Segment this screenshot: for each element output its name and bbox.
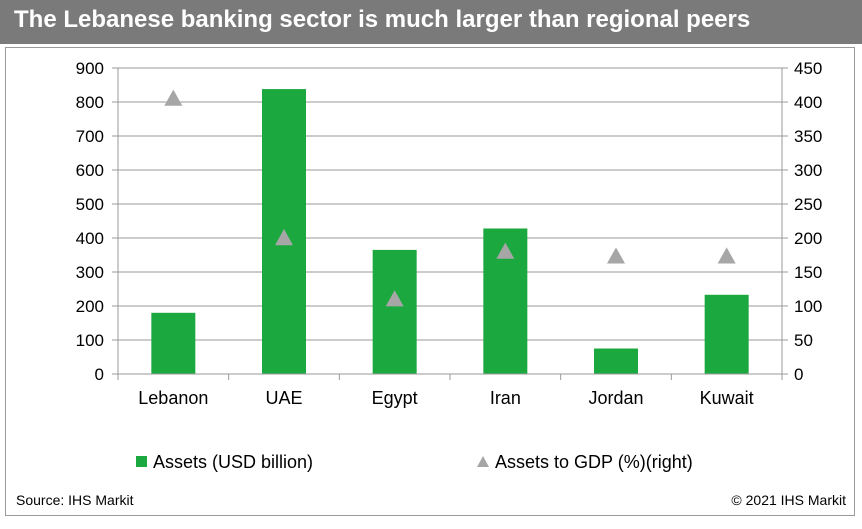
ratio-marker	[496, 242, 515, 259]
y-tick-label-left: 800	[76, 93, 104, 112]
y-tick-label-right: 50	[794, 331, 813, 350]
y-tick-label-left: 0	[95, 365, 104, 384]
chart-title: The Lebanese banking sector is much larg…	[14, 6, 751, 33]
y-tick-label-right: 400	[794, 93, 822, 112]
ratio-marker	[275, 229, 293, 246]
legend-label-ratio: Assets to GDP (%)(right)	[495, 452, 693, 472]
y-tick-label-left: 200	[76, 297, 104, 316]
y-tick-label-left: 100	[76, 331, 104, 350]
x-tick-label: Jordan	[588, 388, 643, 408]
y-tick-label-left: 300	[76, 263, 104, 282]
x-tick-label: Lebanon	[138, 388, 208, 408]
ratio-marker	[607, 247, 625, 264]
x-tick-label: Egypt	[372, 388, 418, 408]
y-tick-label-right: 300	[794, 161, 822, 180]
y-tick-label-left: 900	[76, 59, 104, 78]
chart-frame	[5, 47, 855, 516]
x-tick-label: UAE	[265, 388, 302, 408]
ratio-marker	[385, 290, 404, 307]
copyright-note: © 2021 IHS Markit	[731, 492, 846, 508]
bar	[704, 294, 749, 374]
ratio-marker	[164, 89, 183, 106]
bar	[372, 249, 417, 374]
legend-swatch-bar	[136, 456, 147, 467]
y-tick-label-right: 200	[794, 229, 822, 248]
y-tick-label-left: 500	[76, 195, 104, 214]
y-tick-label-right: 250	[794, 195, 822, 214]
legend-label-assets: Assets (USD billion)	[153, 452, 314, 472]
x-tick-label: Kuwait	[700, 388, 754, 408]
y-tick-label-left: 400	[76, 229, 104, 248]
source-note: Source: IHS Markit	[16, 492, 134, 508]
y-tick-label-right: 350	[794, 127, 822, 146]
legend-item-assets: Assets (USD billion)	[136, 452, 313, 473]
y-tick-label-right: 0	[794, 365, 803, 384]
y-tick-label-left: 700	[76, 127, 104, 146]
title-bar: The Lebanese banking sector is much larg…	[0, 0, 862, 44]
y-tick-label-right: 450	[794, 59, 822, 78]
ratio-marker	[717, 247, 736, 264]
y-tick-label-right: 150	[794, 263, 822, 282]
y-tick-label-right: 100	[794, 297, 822, 316]
y-tick-label-left: 600	[76, 161, 104, 180]
legend-item-ratio: Assets to GDP (%)(right)	[477, 452, 693, 473]
x-tick-label: Iran	[490, 388, 521, 408]
legend-triangle-icon	[477, 456, 489, 467]
bar	[151, 312, 196, 374]
bar	[594, 348, 638, 374]
